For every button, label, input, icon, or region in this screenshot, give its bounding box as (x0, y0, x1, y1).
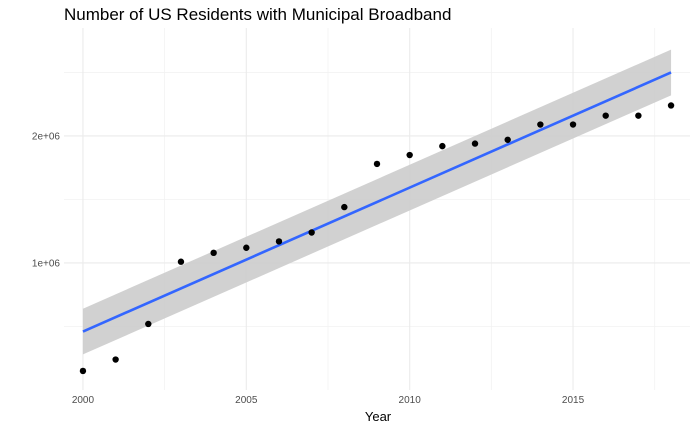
fit-line-layer (82, 71, 672, 333)
data-point (406, 151, 413, 159)
fit-line (82, 71, 672, 333)
y-tick-label: 1e+06 (32, 258, 61, 269)
y-tick-label: 2e+06 (32, 131, 61, 142)
x-tick-labels: 2000 2005 2010 2015 (72, 395, 585, 406)
data-point (504, 136, 511, 143)
chart-title: Number of US Residents with Municipal Br… (64, 5, 451, 24)
x-tick-label: 2010 (399, 395, 422, 406)
data-point (569, 121, 577, 128)
data-point (275, 238, 283, 245)
data-point (341, 203, 348, 211)
data-point (635, 112, 642, 119)
y-tick-labels: 1e+06 2e+06 (32, 131, 61, 269)
data-point (471, 140, 479, 147)
data-point (308, 229, 315, 236)
data-point (602, 112, 609, 119)
x-tick-label: 2015 (562, 395, 585, 406)
points-layer (79, 102, 675, 375)
data-point (112, 356, 119, 363)
x-tick-label: 2005 (235, 395, 258, 406)
data-point (145, 320, 152, 328)
data-point (373, 160, 381, 168)
data-point (177, 258, 185, 265)
data-point (667, 102, 675, 109)
data-point (439, 142, 446, 150)
data-point (79, 367, 87, 375)
data-point (537, 121, 544, 128)
data-point (210, 249, 217, 257)
x-axis-title: Year (365, 409, 392, 424)
x-tick-label: 2000 (72, 395, 95, 406)
data-point (243, 244, 250, 251)
